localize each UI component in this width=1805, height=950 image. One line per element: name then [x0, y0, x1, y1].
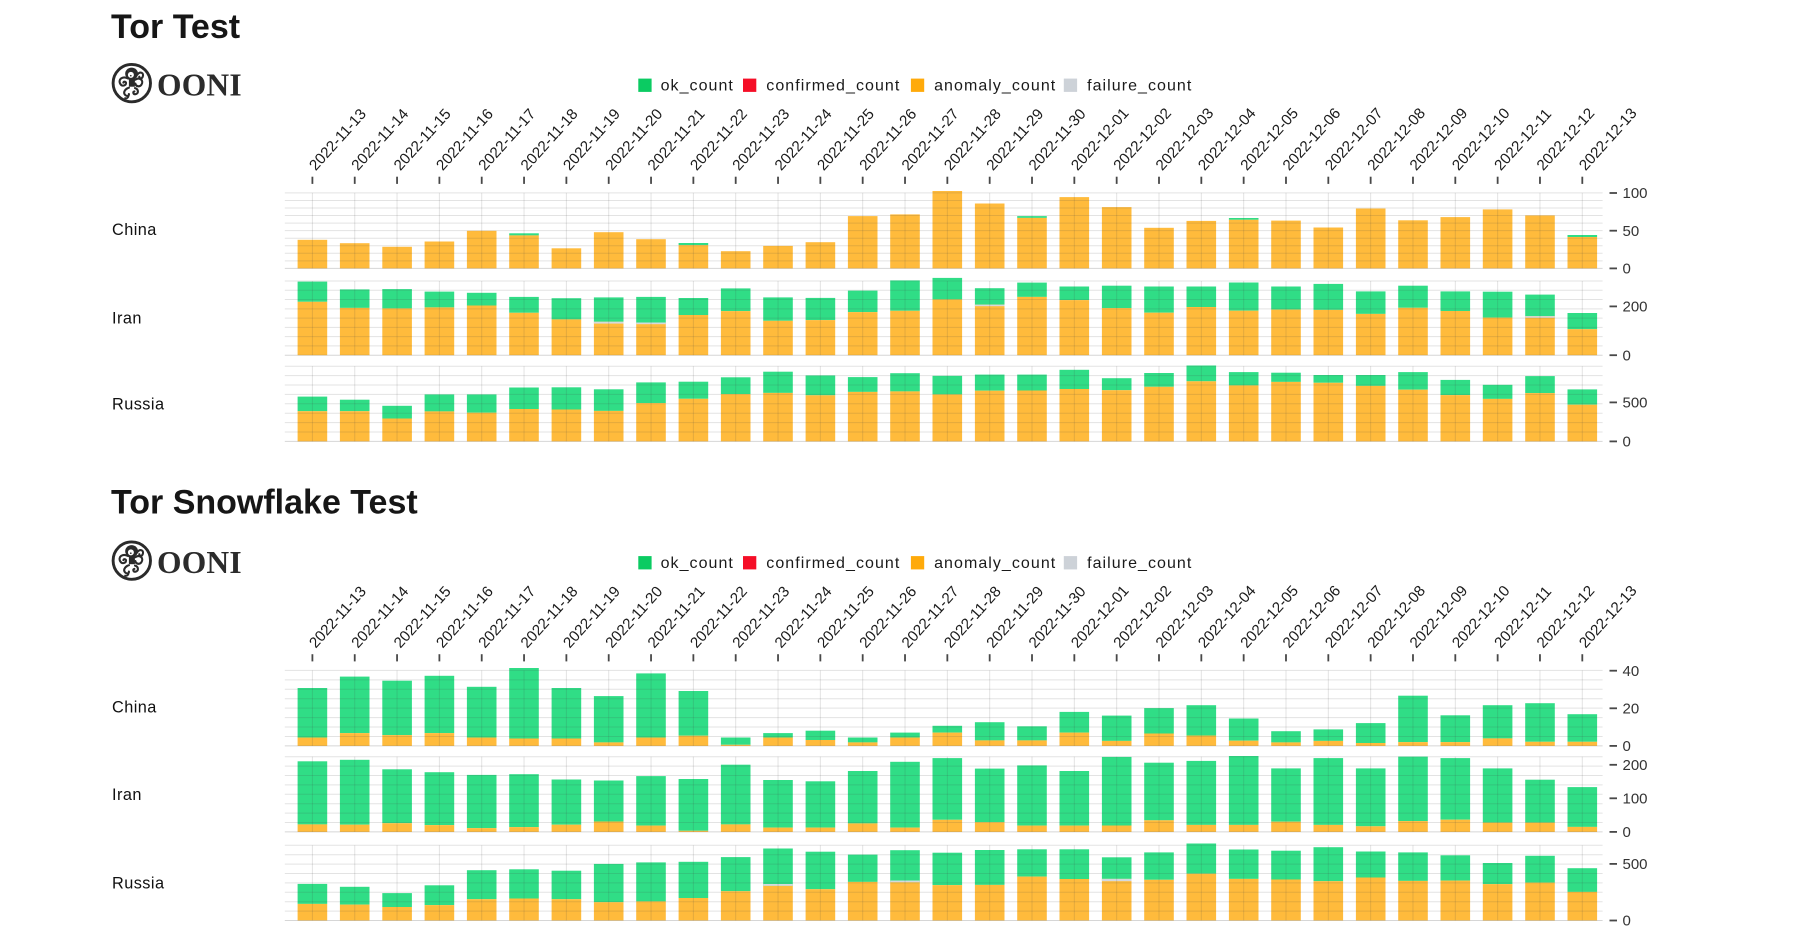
svg-text:anomaly_count: anomaly_count — [934, 78, 1056, 95]
svg-text:confirmed_count: confirmed_count — [766, 78, 900, 95]
svg-text:Tor Test: Tor Test — [111, 8, 240, 46]
svg-text:OONI: OONI — [157, 67, 242, 102]
svg-text:50: 50 — [1623, 223, 1640, 240]
svg-text:OONI: OONI — [157, 545, 242, 580]
svg-text:40: 40 — [1623, 663, 1640, 680]
svg-text:China: China — [112, 699, 157, 717]
svg-text:200: 200 — [1623, 299, 1648, 316]
svg-text:China: China — [112, 221, 157, 239]
svg-text:failure_count: failure_count — [1087, 555, 1192, 572]
svg-text:100: 100 — [1623, 791, 1648, 808]
svg-text:0: 0 — [1623, 824, 1631, 841]
svg-text:Tor Snowflake Test: Tor Snowflake Test — [111, 483, 418, 521]
svg-text:0: 0 — [1623, 261, 1631, 278]
svg-text:confirmed_count: confirmed_count — [766, 555, 900, 572]
svg-text:Russia: Russia — [112, 875, 165, 893]
svg-text:500: 500 — [1623, 395, 1648, 412]
svg-text:failure_count: failure_count — [1087, 78, 1192, 95]
svg-text:ok_count: ok_count — [661, 555, 734, 572]
svg-text:ok_count: ok_count — [661, 78, 734, 95]
svg-text:0: 0 — [1623, 738, 1631, 755]
svg-text:0: 0 — [1623, 913, 1631, 930]
svg-text:0: 0 — [1623, 434, 1631, 451]
svg-text:Iran: Iran — [112, 309, 142, 327]
svg-text:anomaly_count: anomaly_count — [934, 555, 1056, 572]
svg-text:0: 0 — [1623, 347, 1631, 364]
svg-text:200: 200 — [1623, 757, 1648, 774]
svg-text:100: 100 — [1623, 185, 1648, 202]
svg-text:Iran: Iran — [112, 786, 142, 804]
svg-text:20: 20 — [1623, 701, 1640, 718]
svg-text:Russia: Russia — [112, 396, 165, 414]
svg-text:500: 500 — [1623, 856, 1648, 873]
